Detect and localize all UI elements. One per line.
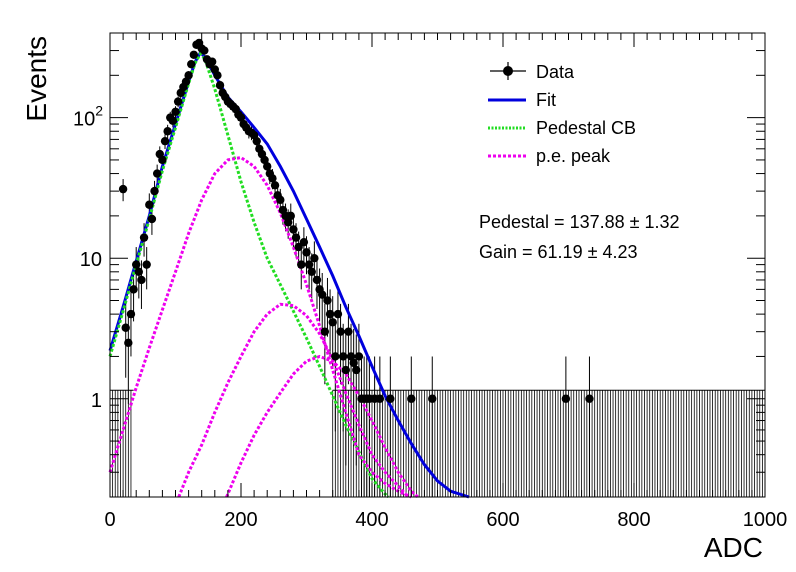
data-point bbox=[126, 309, 136, 319]
data-point bbox=[263, 162, 272, 171]
data-point bbox=[346, 352, 356, 361]
data-point bbox=[297, 260, 306, 269]
data-point bbox=[328, 318, 337, 327]
error-bars-layer bbox=[110, 39, 766, 497]
data-point bbox=[318, 290, 327, 299]
data-point bbox=[142, 260, 151, 269]
y-tick-label: 10 bbox=[80, 249, 102, 271]
data-point bbox=[283, 218, 293, 227]
data-point bbox=[333, 309, 343, 319]
data-point bbox=[302, 248, 311, 257]
data-point bbox=[132, 260, 141, 269]
data-point bbox=[168, 116, 178, 125]
legend: Data Fit Pedestal CB p.e. peak bbox=[488, 62, 636, 166]
data-point bbox=[325, 309, 335, 319]
curve-p-e-peak-3 bbox=[225, 354, 419, 499]
curve-p-e-peak-2 bbox=[177, 302, 410, 498]
data-point bbox=[375, 394, 385, 403]
data-point bbox=[137, 275, 146, 285]
data-point bbox=[124, 338, 133, 348]
data-point bbox=[236, 113, 246, 122]
data-point bbox=[215, 81, 225, 90]
data-points-layer bbox=[118, 38, 594, 403]
data-point bbox=[386, 394, 395, 403]
data-point bbox=[160, 136, 170, 146]
data-point bbox=[260, 155, 269, 165]
data-point bbox=[145, 200, 154, 209]
data-point bbox=[163, 127, 172, 136]
data-point bbox=[428, 394, 437, 403]
legend-label-data: Data bbox=[536, 62, 575, 82]
data-point bbox=[352, 365, 361, 375]
x-tick-label: 800 bbox=[617, 509, 650, 531]
data-point bbox=[268, 174, 277, 183]
data-point bbox=[187, 59, 196, 69]
x-axis-title: ADC bbox=[704, 532, 763, 563]
data-point bbox=[349, 358, 358, 368]
data-point bbox=[561, 394, 571, 403]
data-point bbox=[341, 365, 350, 375]
legend-label-pedestal: Pedestal CB bbox=[536, 118, 636, 138]
data-point bbox=[585, 394, 594, 403]
legend-data-marker bbox=[490, 62, 526, 80]
x-tick-label: 600 bbox=[486, 509, 519, 531]
data-point bbox=[189, 50, 199, 59]
axis-ticks-layer bbox=[109, 32, 766, 498]
data-point bbox=[407, 394, 416, 403]
data-point bbox=[336, 327, 345, 336]
data-point bbox=[181, 77, 191, 86]
data-point bbox=[307, 267, 316, 277]
curve-pedestal-cb bbox=[108, 51, 390, 499]
curve-p-e-peak-1 bbox=[108, 155, 412, 499]
data-point bbox=[291, 233, 301, 242]
data-point bbox=[184, 71, 193, 80]
axis-tick-labels: 0 200 400 600 800 1000 1 10 102 bbox=[73, 103, 787, 531]
data-point bbox=[121, 323, 130, 332]
legend-label-pe-peak: p.e. peak bbox=[536, 146, 611, 166]
data-point bbox=[158, 155, 167, 165]
x-tick-label: 200 bbox=[224, 509, 257, 531]
data-point bbox=[323, 296, 332, 305]
data-point bbox=[289, 225, 298, 234]
curve-fit bbox=[108, 50, 470, 499]
data-point bbox=[118, 184, 128, 194]
data-point bbox=[207, 57, 217, 66]
data-point bbox=[152, 169, 162, 178]
x-tick-label: 400 bbox=[355, 509, 388, 531]
data-point bbox=[270, 181, 280, 190]
legend-label-fit: Fit bbox=[536, 90, 556, 110]
data-point bbox=[299, 237, 309, 247]
data-point bbox=[354, 352, 364, 361]
data-point bbox=[304, 260, 314, 269]
data-point bbox=[200, 46, 209, 55]
data-point bbox=[320, 327, 330, 336]
y-tick-label: 1 bbox=[91, 390, 102, 412]
data-point bbox=[252, 136, 261, 146]
data-point bbox=[134, 267, 144, 277]
data-point bbox=[344, 327, 353, 336]
data-point bbox=[139, 233, 149, 242]
data-point bbox=[286, 211, 295, 221]
data-point bbox=[338, 352, 348, 361]
data-point bbox=[150, 186, 159, 196]
data-point bbox=[331, 352, 340, 361]
data-point bbox=[129, 285, 138, 294]
gain-annotation: Gain = 61.19 ± 4.23 bbox=[479, 242, 638, 262]
data-point bbox=[276, 195, 285, 205]
data-point bbox=[147, 214, 157, 224]
x-tick-label: 1000 bbox=[743, 509, 788, 531]
data-point bbox=[310, 253, 319, 263]
y-tick-label: 102 bbox=[73, 103, 103, 131]
pedestal-annotation: Pedestal = 137.88 ± 1.32 bbox=[479, 212, 680, 232]
data-point bbox=[312, 275, 322, 285]
fit-curves-layer bbox=[108, 50, 470, 499]
x-tick-label: 0 bbox=[104, 509, 115, 531]
data-point bbox=[213, 71, 222, 80]
data-point bbox=[171, 107, 180, 117]
y-axis-title: Events bbox=[21, 36, 52, 122]
data-point bbox=[173, 97, 183, 106]
